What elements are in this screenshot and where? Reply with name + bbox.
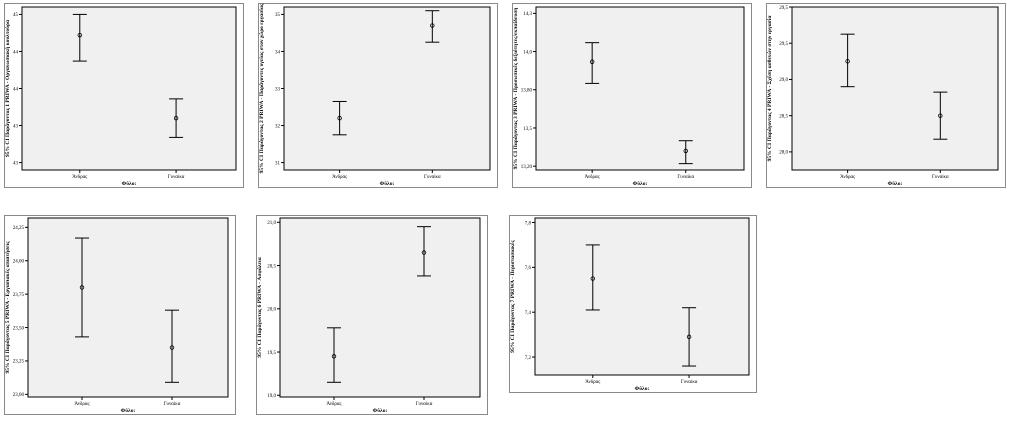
chart-svg-6: 19,0 19,5 20,0 20,5 21,0 Άνδρας Γυναίκα Φύλο: 95… [255, 215, 488, 415]
y-tick-label: 33 [275, 87, 281, 92]
chart-svg-5: 23,00 23,25 23,50 23,75 24,00 24,25 Άνδρας Γυνα… [3, 215, 236, 415]
y-tick-label: 28,5 [779, 114, 788, 119]
x-tick-label: Άνδρας [72, 175, 87, 180]
y-tick-label: 43 [13, 124, 19, 129]
mean-point [938, 113, 943, 118]
y-tick-label: 7,4 [525, 311, 532, 316]
plot-area [535, 6, 745, 171]
chart-svg-7: 7,2 7,4 7,6 7,8 Άνδρας Γυναίκα Φύλο: 95% CI Παρ… [508, 215, 757, 393]
y-tick-label: 13,5 [523, 127, 532, 132]
y-tick-label: 45 [13, 13, 19, 18]
x-tick-label: Γυναίκα [168, 175, 185, 180]
x-tick-label: Γυναίκα [164, 402, 181, 407]
x-axis-title: Φύλο: [635, 384, 650, 392]
chart-panel-5: 23,00 23,25 23,50 23,75 24,00 24,25 Άνδρας Γυνα… [3, 215, 236, 415]
y-tick-label: 7,6 [525, 266, 532, 271]
y-tick-label: 23,50 [13, 326, 25, 331]
y-tick-label: 20,0 [267, 308, 276, 313]
x-tick-label: Γυναίκα [424, 175, 441, 180]
y-tick-label: 19,5 [267, 351, 276, 356]
chart-svg-4: 28,0 28,5 29,0 29,5 29,5 Άνδρας Γυναίκα Φύλο: 95… [765, 3, 1006, 188]
chart-svg-1: 43 43 44 44 45 Άνδρας Γυναίκα Φύλο: 95% CI Παράγ… [3, 3, 244, 188]
plot-area [27, 217, 229, 398]
plot-area [279, 217, 481, 398]
x-axis-title: Φύλο: [373, 406, 388, 414]
x-tick-label: Άνδρας [332, 175, 347, 180]
chart-panel-1: 43 43 44 44 45 Άνδρας Γυναίκα Φύλο: 95% CI Παράγ… [3, 3, 244, 188]
y-axis-title: 95% CI Παράγοντας 1 PRIWA - Οργανωσιακή … [3, 19, 11, 157]
y-axis-title: 95% CI Παράγοντας 6 PRIWA - Ασφάλεια [255, 256, 263, 357]
mean-point [421, 250, 427, 255]
y-tick-label: 7,2 [525, 356, 532, 361]
y-tick-label: 23,00 [13, 393, 25, 398]
x-tick-label: Άνδρας [840, 175, 855, 180]
chart-svg-3: 13,20 13,5 13,80 14,0 14,3 Άνδρας Γυναίκα Φύλο:… [511, 3, 752, 188]
y-tick-label: 29,5 [779, 6, 788, 11]
y-tick-label: 43 [13, 161, 19, 166]
y-tick-label: 14,3 [523, 12, 532, 17]
y-tick-label: 34 [275, 50, 281, 55]
y-tick-label: 20,5 [267, 264, 276, 269]
chart-panel-6: 19,0 19,5 20,0 20,5 21,0 Άνδρας Γυναίκα Φύλο: 95… [255, 215, 488, 415]
y-axis-title: 95% CI Παράγοντας 4 PRIWA - Σχέση ασθενώ… [765, 15, 773, 162]
y-tick-label: 29,0 [779, 78, 788, 83]
x-tick-label: Άνδρας [327, 402, 342, 407]
y-tick-label: 14,0 [523, 50, 532, 55]
mean-point [430, 23, 435, 28]
y-tick-label: 23,75 [13, 293, 25, 298]
y-tick-label: 24,25 [13, 226, 25, 231]
x-axis-title: Φύλο: [380, 179, 395, 187]
y-axis-title: 95% CI Παράγοντας 7 PRIWA - Περιστασιακέ… [508, 240, 516, 353]
y-tick-label: 29,5 [779, 42, 788, 47]
chart-panel-3: 13,20 13,5 13,80 14,0 14,3 Άνδρας Γυναίκα Φύλο:… [511, 3, 752, 188]
plot-area [283, 6, 491, 171]
x-axis-title: Φύλο: [121, 406, 136, 414]
mean-point [589, 59, 595, 64]
y-tick-label: 21,0 [267, 221, 276, 226]
y-tick-label: 28,0 [779, 151, 788, 156]
x-axis-title: Φύλο: [122, 179, 137, 187]
y-axis-title: 95% CI Παράγοντας 5 PRIWA - Εργασιακές α… [3, 241, 11, 374]
y-tick-label: 24,00 [13, 260, 25, 265]
plot-area [534, 217, 750, 376]
y-tick-label: 35 [275, 13, 281, 18]
mean-point [590, 276, 595, 281]
plot-area [791, 6, 999, 171]
y-tick-label: 44 [13, 50, 19, 55]
mean-point [173, 115, 179, 121]
x-tick-label: Γυναίκα [681, 380, 698, 385]
chart-svg-2: 31 32 33 34 35 Άνδρας Γυναίκα Φύλο: 95% CI Παράγ… [257, 3, 498, 188]
y-tick-label: 19,0 [267, 394, 276, 399]
plot-area [21, 6, 237, 171]
mean-point [79, 285, 85, 290]
x-tick-label: Γυναίκα [677, 175, 694, 180]
y-axis-title: 95% CI Παράγοντας 3 PRIWA - Προσωπικές δ… [511, 8, 520, 170]
x-tick-label: Γυναίκα [932, 175, 949, 180]
mean-point [337, 115, 342, 121]
mean-point [845, 59, 850, 64]
mean-point [683, 148, 688, 154]
y-tick-label: 31 [275, 161, 281, 166]
x-tick-label: Γυναίκα [416, 402, 433, 407]
y-tick-label: 44 [13, 87, 19, 92]
x-tick-label: Άνδρας [585, 175, 600, 180]
y-tick-label: 13,20 [521, 165, 533, 170]
x-tick-label: Άνδρας [585, 380, 600, 385]
chart-panel-4: 28,0 28,5 29,0 29,5 29,5 Άνδρας Γυναίκα Φύλο: 95… [765, 3, 1006, 188]
mean-point [331, 354, 337, 359]
chart-panel-7: 7,2 7,4 7,6 7,8 Άνδρας Γυναίκα Φύλο: 95% CI Παρ… [508, 215, 757, 393]
x-axis-title: Φύλο: [888, 179, 903, 187]
y-tick-label: 32 [275, 124, 281, 129]
y-axis-title: 95% CI Παράγοντας 2 PRIWA - Παράγοντες υ… [257, 3, 265, 173]
mean-point [686, 334, 692, 340]
mean-point [169, 345, 175, 350]
x-axis-title: Φύλο: [633, 179, 648, 187]
y-tick-label: 23,25 [13, 360, 25, 365]
mean-point [77, 32, 82, 38]
y-tick-label: 7,8 [525, 221, 532, 226]
chart-panel-2: 31 32 33 34 35 Άνδρας Γυναίκα Φύλο: 95% CI Παράγ… [257, 3, 498, 188]
x-tick-label: Άνδρας [75, 402, 90, 407]
y-tick-label: 13,80 [521, 89, 533, 94]
